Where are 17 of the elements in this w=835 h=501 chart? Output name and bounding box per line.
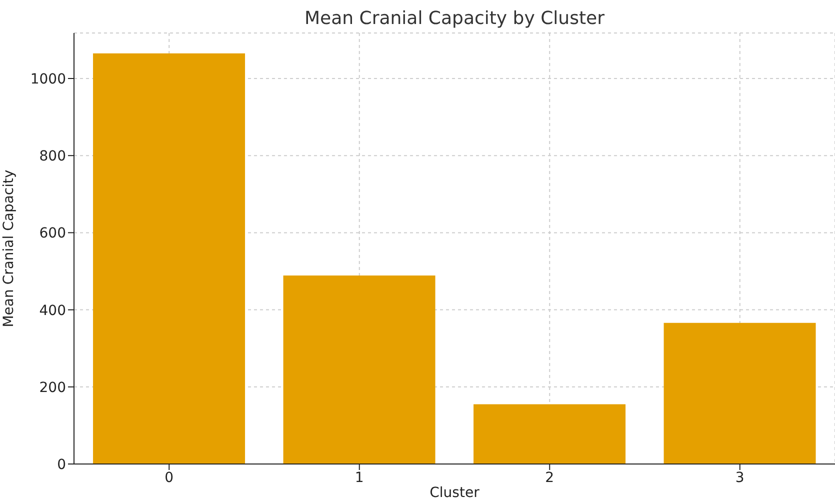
bar <box>93 53 246 464</box>
bar <box>283 275 436 464</box>
x-tick-label: 0 <box>164 470 174 486</box>
x-tick-label: 2 <box>545 470 554 486</box>
y-tick-label: 0 <box>57 456 66 473</box>
y-tick-label: 1000 <box>30 71 66 88</box>
x-tick-label: 3 <box>735 470 744 486</box>
x-tick-label: 1 <box>354 470 364 486</box>
y-axis-title: Mean Cranial Capacity <box>0 170 17 328</box>
y-tick-label: 600 <box>39 226 66 242</box>
bar <box>474 404 626 464</box>
x-axis-title: Cluster <box>430 485 480 501</box>
y-tick-label: 800 <box>39 148 66 165</box>
y-tick-label: 200 <box>39 380 66 396</box>
y-tick-label: 400 <box>39 302 66 319</box>
bar <box>664 322 816 464</box>
chart-title: Mean Cranial Capacity by Cluster <box>304 8 606 29</box>
